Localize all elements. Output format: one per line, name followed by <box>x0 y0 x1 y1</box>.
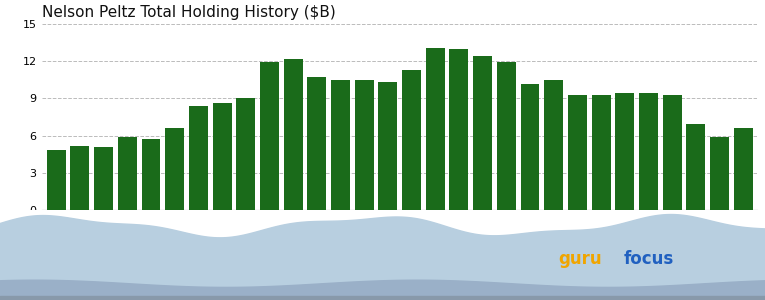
Bar <box>189 106 208 210</box>
Bar <box>710 137 729 210</box>
Bar <box>165 128 184 210</box>
Bar <box>734 128 753 210</box>
Bar <box>496 62 516 210</box>
Bar <box>615 93 634 210</box>
Bar <box>379 82 397 210</box>
Bar <box>520 83 539 210</box>
Text: Nelson Peltz Total Holding History ($B): Nelson Peltz Total Holding History ($B) <box>42 5 336 20</box>
Bar <box>118 137 137 210</box>
Bar <box>450 49 468 210</box>
Bar <box>331 80 350 210</box>
Bar <box>70 146 90 210</box>
Bar <box>473 56 492 210</box>
Bar <box>591 95 610 210</box>
Bar <box>142 139 161 210</box>
Bar <box>544 80 563 210</box>
Text: guru: guru <box>558 250 602 268</box>
Bar <box>568 95 587 210</box>
Bar <box>426 48 444 210</box>
Bar <box>639 93 658 210</box>
Bar <box>662 95 682 210</box>
Bar <box>47 151 66 210</box>
Bar <box>260 62 279 210</box>
Bar <box>686 124 705 210</box>
Bar <box>236 98 256 210</box>
Bar <box>402 70 421 210</box>
Text: focus: focus <box>623 250 674 268</box>
Bar <box>94 147 113 210</box>
Bar <box>355 80 373 210</box>
Bar <box>308 77 327 210</box>
Bar <box>284 59 303 210</box>
Bar <box>213 103 232 210</box>
